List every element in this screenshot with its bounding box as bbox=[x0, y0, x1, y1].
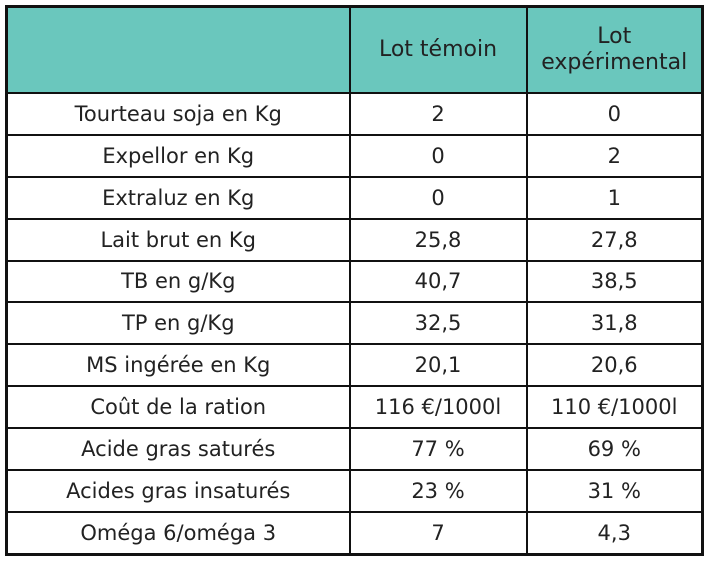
row-label: Tourteau soja en Kg bbox=[5, 92, 351, 136]
row-label: Lait brut en Kg bbox=[5, 217, 351, 262]
value-cell: 110 €/1000l bbox=[525, 385, 704, 429]
value-cell: 77 % bbox=[348, 427, 528, 471]
header-cell: Lot expérimental bbox=[525, 5, 704, 94]
row-label: Acide gras saturés bbox=[5, 427, 351, 471]
table-row: Coût de la ration 116 €/1000l 110 €/1000l bbox=[5, 385, 704, 429]
row-label: Acides gras insaturés bbox=[5, 468, 351, 513]
value-cell: 32,5 bbox=[348, 301, 528, 346]
row-label: Extraluz en Kg bbox=[5, 175, 351, 220]
table-row: Acide gras saturés 77 % 69 % bbox=[5, 427, 704, 471]
table-row: Oméga 6/oméga 3 7 4,3 bbox=[5, 510, 704, 556]
value-cell: 38,5 bbox=[525, 259, 704, 304]
value-cell: 116 €/1000l bbox=[348, 385, 528, 429]
value-cell: 0 bbox=[348, 133, 528, 178]
table-row: Expellor en Kg 0 2 bbox=[5, 133, 704, 178]
value-cell: 23 % bbox=[348, 468, 528, 513]
row-label: Coût de la ration bbox=[5, 385, 351, 429]
value-cell: 4,3 bbox=[525, 510, 704, 556]
row-label: TP en g/Kg bbox=[5, 301, 351, 346]
value-cell: 2 bbox=[525, 133, 704, 178]
value-cell: 25,8 bbox=[348, 217, 528, 262]
table-row: Acides gras insaturés 23 % 31 % bbox=[5, 468, 704, 513]
row-label: TB en g/Kg bbox=[5, 259, 351, 304]
table-row: MS ingérée en Kg 20,1 20,6 bbox=[5, 343, 704, 388]
value-cell: 31 % bbox=[525, 468, 704, 513]
header-corner bbox=[5, 5, 351, 94]
row-label: Expellor en Kg bbox=[5, 133, 351, 178]
table-row: Tourteau soja en Kg 2 0 bbox=[5, 92, 704, 136]
header-cell: Lot témoin bbox=[348, 5, 528, 94]
value-cell: 31,8 bbox=[525, 301, 704, 346]
data-table: Lot témoin Lot expérimental Tourteau soj… bbox=[5, 5, 704, 556]
value-cell: 27,8 bbox=[525, 217, 704, 262]
table-row: TB en g/Kg 40,7 38,5 bbox=[5, 259, 704, 304]
value-cell: 69 % bbox=[525, 427, 704, 471]
row-label: Oméga 6/oméga 3 bbox=[5, 510, 351, 556]
value-cell: 20,6 bbox=[525, 343, 704, 388]
value-cell: 0 bbox=[525, 92, 704, 136]
row-label: MS ingérée en Kg bbox=[5, 343, 351, 388]
value-cell: 0 bbox=[348, 175, 528, 220]
value-cell: 20,1 bbox=[348, 343, 528, 388]
header-row: Lot témoin Lot expérimental bbox=[5, 5, 704, 94]
table-row: Lait brut en Kg 25,8 27,8 bbox=[5, 217, 704, 262]
value-cell: 7 bbox=[348, 510, 528, 556]
value-cell: 1 bbox=[525, 175, 704, 220]
table-row: Extraluz en Kg 0 1 bbox=[5, 175, 704, 220]
value-cell: 2 bbox=[348, 92, 528, 136]
value-cell: 40,7 bbox=[348, 259, 528, 304]
table-row: TP en g/Kg 32,5 31,8 bbox=[5, 301, 704, 346]
